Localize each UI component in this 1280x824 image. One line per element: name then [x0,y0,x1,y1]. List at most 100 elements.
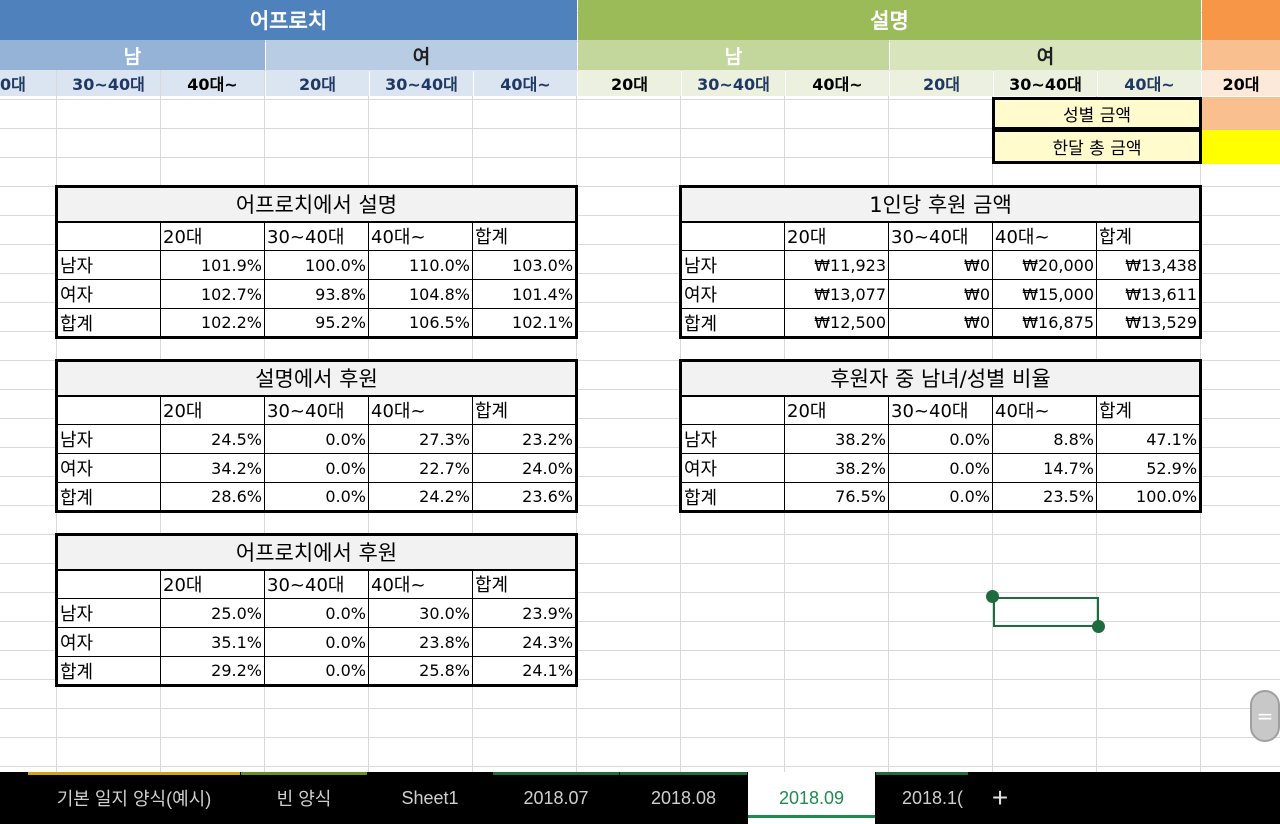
add-sheet-button[interactable]: + [991,782,1009,813]
value-cell[interactable]: 24.3% [471,627,578,657]
col-header[interactable]: 합계 [1095,395,1202,425]
age-cell[interactable]: 40대~ [474,70,577,96]
gender-amount-label[interactable]: 성별 금액 [992,97,1202,130]
value-cell[interactable]: 23.5% [992,482,1097,512]
table-title[interactable]: 어프로치에서 후원 [55,534,578,571]
value-cell[interactable]: ₩13,438 [1095,250,1202,280]
value-cell[interactable]: 29.2% [160,656,265,686]
table-title[interactable]: 어프로치에서 설명 [55,186,578,223]
row-label[interactable]: 여자 [56,453,161,483]
table-title[interactable]: 설명에서 후원 [56,360,577,397]
value-cell[interactable]: 25.0% [160,598,265,628]
value-cell[interactable]: 22.7% [368,453,473,483]
value-cell[interactable]: 23.2% [472,424,577,454]
row-label[interactable]: 합계 [56,482,161,512]
col-header[interactable]: 30~40대 [888,221,993,251]
age-cell[interactable]: 40대~ [1098,70,1201,96]
age-cell[interactable]: 40대~ [161,70,264,96]
value-cell[interactable]: 0.0% [264,453,369,483]
value-cell[interactable]: 104.8% [368,279,473,309]
value-cell[interactable]: 102.7% [160,279,265,309]
value-cell[interactable]: 34.2% [160,453,265,483]
gender-amount-value[interactable] [1202,97,1280,130]
sheet-tab[interactable]: 2018.08 [620,772,747,824]
value-cell[interactable]: ₩15,000 [992,279,1097,309]
row-label[interactable]: 여자 [56,279,161,309]
value-cell[interactable]: 106.5% [368,308,473,338]
age-cell[interactable]: 20대 [578,70,681,96]
value-cell[interactable]: ₩16,875 [992,308,1097,338]
age-cell[interactable]: 20대 [890,70,993,96]
col-header[interactable]: 40대~ [368,395,473,425]
value-cell[interactable]: 0.0% [264,627,369,657]
value-cell[interactable]: 0.0% [264,482,369,512]
value-cell[interactable]: ₩0 [888,250,993,280]
row-label[interactable]: 남자 [56,598,161,628]
age-cell[interactable]: 20대 [266,70,369,96]
col-header[interactable]: 20대 [160,569,265,599]
value-cell[interactable]: 101.9% [160,250,265,280]
sheet-tab[interactable]: 2018.07 [493,772,619,824]
row-label[interactable]: 여자 [680,279,785,309]
value-cell[interactable]: 25.8% [368,656,473,686]
value-cell[interactable]: 30.0% [368,598,473,628]
value-cell[interactable]: 24.2% [368,482,473,512]
value-cell[interactable]: 0.0% [888,482,993,512]
value-cell[interactable]: 95.2% [264,308,369,338]
value-cell[interactable]: 23.9% [471,598,578,628]
col-header[interactable]: 30~40대 [264,569,369,599]
corner-cell[interactable] [56,569,161,599]
value-cell[interactable]: ₩13,611 [1095,279,1202,309]
value-cell[interactable]: 100.0% [1095,482,1202,512]
col-header[interactable]: 40대~ [368,569,473,599]
col-header[interactable]: 20대 [160,221,265,251]
header-orange-cell[interactable] [1202,0,1280,40]
value-cell[interactable]: 38.2% [784,424,889,454]
age-cell[interactable]: 40대~ [786,70,889,96]
value-cell[interactable]: 24.5% [160,424,265,454]
header-explain[interactable]: 설명 [578,0,1201,40]
row-label[interactable]: 여자 [56,627,161,657]
row-label[interactable]: 합계 [56,308,161,338]
value-cell[interactable]: 24.0% [472,453,577,483]
col-header[interactable]: 합계 [471,569,578,599]
value-cell[interactable]: 28.6% [160,482,265,512]
value-cell[interactable]: 52.9% [1095,453,1202,483]
spreadsheet-grid[interactable]: 어프로치 설명 남 여 남 여 0대 30~40대 40대~ 20대 30~40… [0,0,1280,772]
month-total-value[interactable] [1202,130,1280,164]
corner-cell[interactable] [680,395,785,425]
value-cell[interactable]: 102.2% [160,308,265,338]
header-approach-female[interactable]: 여 [266,40,577,70]
value-cell[interactable]: 0.0% [264,424,369,454]
value-cell[interactable]: ₩12,500 [784,308,889,338]
value-cell[interactable]: 8.8% [992,424,1097,454]
scroll-handle[interactable]: = [1250,690,1280,742]
value-cell[interactable]: 0.0% [264,598,369,628]
value-cell[interactable]: ₩11,923 [784,250,889,280]
value-cell[interactable]: ₩13,529 [1095,308,1202,338]
value-cell[interactable]: 24.1% [471,656,578,686]
col-header[interactable]: 20대 [784,221,889,251]
value-cell[interactable]: 76.5% [784,482,889,512]
age-cell[interactable]: 30~40대 [57,70,160,96]
corner-cell[interactable] [56,221,161,251]
sheet-tab[interactable]: 빈 양식 [241,772,367,824]
value-cell[interactable]: 23.8% [368,627,473,657]
col-header[interactable]: 40대~ [992,221,1097,251]
value-cell[interactable]: 0.0% [888,424,993,454]
row-label[interactable]: 여자 [680,453,785,483]
value-cell[interactable]: ₩13,077 [784,279,889,309]
table-title[interactable]: 후원자 중 남녀/성별 비율 [679,360,1202,397]
corner-cell[interactable] [56,395,161,425]
sheet-tab[interactable]: 기본 일지 양식(예시) [28,772,240,824]
header-approach[interactable]: 어프로치 [0,0,577,40]
col-header[interactable]: 30~40대 [264,395,369,425]
header-explain-male[interactable]: 남 [578,40,889,70]
value-cell[interactable]: 93.8% [264,279,369,309]
col-header[interactable]: 30~40대 [888,395,993,425]
value-cell[interactable]: 38.2% [784,453,889,483]
value-cell[interactable]: 0.0% [264,656,369,686]
row-label[interactable]: 남자 [680,250,785,280]
value-cell[interactable]: ₩20,000 [992,250,1097,280]
value-cell[interactable]: ₩0 [888,308,993,338]
